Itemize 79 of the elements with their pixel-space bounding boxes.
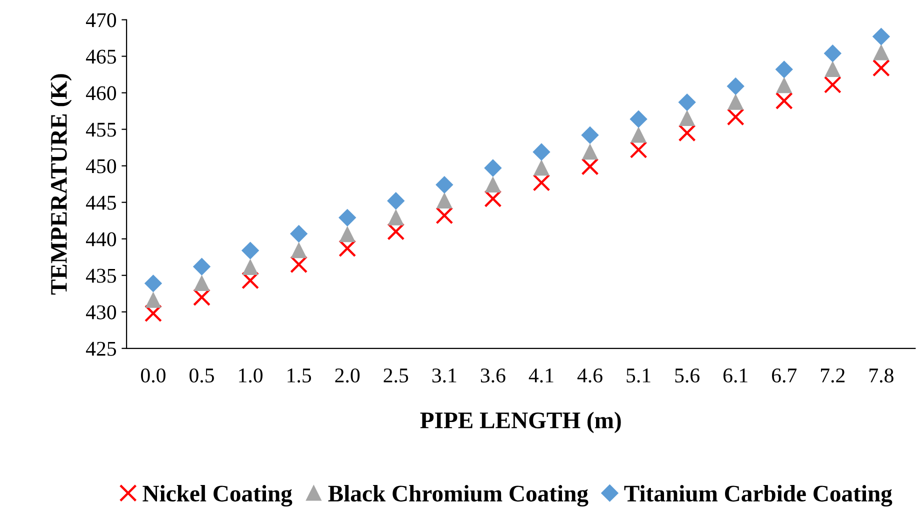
x-tick-label: 7.8 bbox=[870, 368, 894, 383]
x-tick-label: 6.7 bbox=[772, 368, 797, 383]
x-tick-label: 4.6 bbox=[577, 368, 602, 383]
point bbox=[387, 222, 405, 240]
point bbox=[728, 94, 744, 110]
point bbox=[630, 128, 646, 143]
point bbox=[338, 240, 356, 258]
point bbox=[387, 192, 404, 210]
y-tick-label: 460 bbox=[86, 86, 116, 100]
x-tick-label: 1.5 bbox=[288, 368, 312, 383]
point bbox=[727, 78, 744, 95]
point bbox=[630, 110, 648, 128]
point bbox=[290, 225, 308, 242]
x-tick-label: 0.5 bbox=[190, 368, 214, 383]
x-tick-label: 2.0 bbox=[335, 368, 360, 383]
y-tick-label: 445 bbox=[86, 196, 116, 210]
point bbox=[290, 256, 308, 274]
point bbox=[534, 160, 550, 176]
point bbox=[581, 158, 599, 176]
y-tick-label: 425 bbox=[86, 342, 116, 356]
y-tick-label: 440 bbox=[86, 232, 116, 246]
point bbox=[532, 143, 550, 160]
point bbox=[242, 242, 259, 260]
point bbox=[824, 76, 842, 94]
point bbox=[484, 190, 502, 208]
point bbox=[144, 304, 162, 322]
point bbox=[825, 62, 840, 78]
point bbox=[144, 274, 162, 292]
x-tick-label: 3.1 bbox=[432, 368, 456, 383]
x-tick-label: 7.2 bbox=[821, 368, 845, 383]
y-tick-label: 430 bbox=[86, 305, 116, 320]
point bbox=[338, 209, 356, 226]
point bbox=[532, 174, 550, 192]
x-tick-label: 5.6 bbox=[675, 368, 700, 383]
point bbox=[436, 176, 453, 194]
y-tick-label: 435 bbox=[86, 268, 116, 283]
x-axis-title: PIPE LENGTH (m) bbox=[420, 412, 621, 434]
legend-label: Titanium Carbide Coating bbox=[624, 484, 892, 507]
point bbox=[340, 226, 355, 242]
point bbox=[436, 206, 454, 224]
point bbox=[872, 59, 890, 77]
y-axis-title: TEMPERATURE (K) bbox=[50, 74, 72, 295]
point bbox=[726, 108, 744, 126]
point bbox=[436, 193, 452, 209]
x-tick-label: 1.0 bbox=[239, 368, 263, 383]
point bbox=[630, 141, 648, 159]
point bbox=[291, 242, 306, 258]
point bbox=[484, 159, 502, 177]
point bbox=[582, 144, 598, 160]
point bbox=[581, 126, 599, 144]
legend-label: Black Chromium Coating bbox=[328, 484, 588, 507]
point bbox=[193, 258, 210, 276]
point bbox=[776, 60, 793, 78]
point bbox=[242, 272, 260, 290]
point bbox=[678, 94, 696, 111]
y-tick-label: 470 bbox=[86, 13, 116, 28]
point bbox=[872, 28, 890, 46]
x-tick-label: 0.0 bbox=[141, 368, 166, 383]
point bbox=[194, 276, 210, 292]
point bbox=[242, 260, 258, 275]
point bbox=[193, 288, 211, 306]
point bbox=[874, 44, 889, 60]
x-tick-label: 4.1 bbox=[528, 368, 554, 383]
point bbox=[485, 177, 501, 192]
x-tick-label: 3.6 bbox=[480, 368, 506, 383]
x-tick-label: 6.1 bbox=[723, 368, 748, 383]
x-tick-label: 5.1 bbox=[626, 368, 650, 383]
y-tick-label: 455 bbox=[86, 122, 116, 137]
point bbox=[776, 78, 792, 94]
y-tick-label: 465 bbox=[86, 50, 116, 64]
point bbox=[824, 44, 842, 62]
point bbox=[679, 110, 695, 126]
y-tick-label: 450 bbox=[86, 159, 116, 174]
point bbox=[678, 124, 696, 142]
point bbox=[388, 210, 404, 226]
legend-label: Nickel Coating bbox=[142, 484, 292, 507]
point bbox=[775, 92, 793, 110]
point bbox=[146, 292, 161, 308]
x-tick-label: 2.5 bbox=[384, 368, 408, 383]
